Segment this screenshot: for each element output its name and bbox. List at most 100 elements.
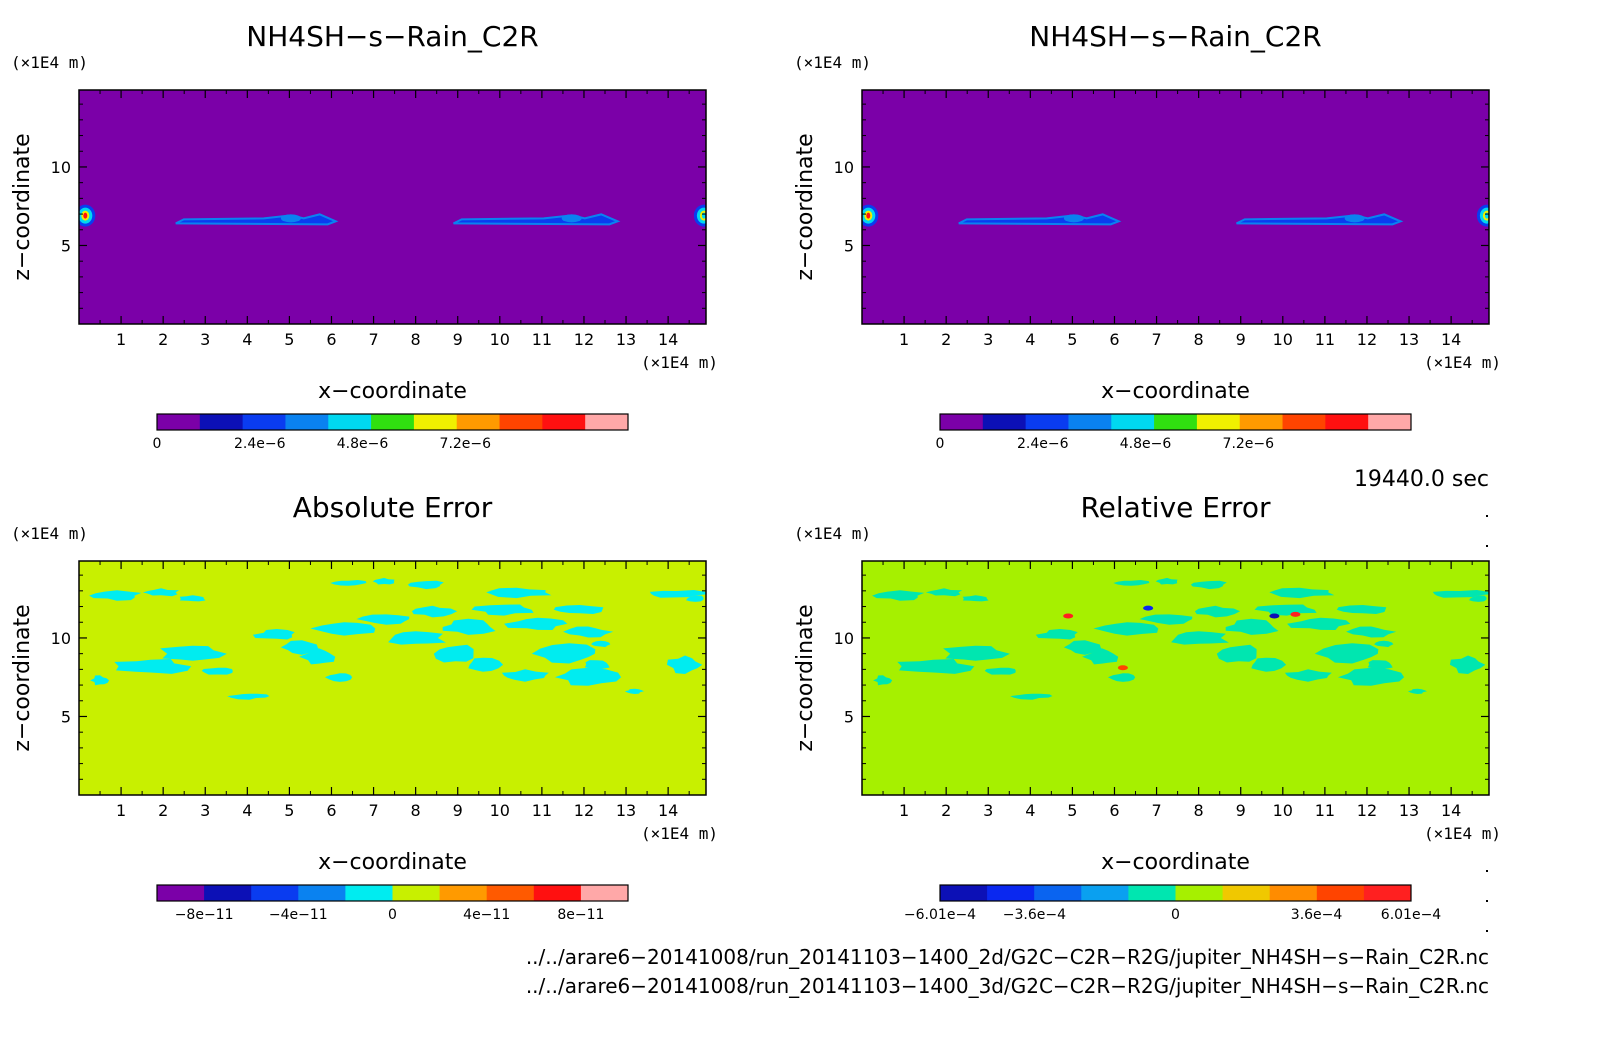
colorbar-segment	[1316, 885, 1365, 901]
error-spot-2	[1269, 613, 1280, 619]
colorbar-segment	[413, 414, 458, 430]
colorbar-frame	[156, 413, 629, 431]
plot-frame	[78, 560, 707, 796]
field-background	[862, 90, 1489, 324]
field-background	[79, 90, 706, 324]
x-tick-label: 3	[200, 801, 210, 820]
colorbar-segment	[940, 885, 988, 901]
colorbar-frame	[156, 884, 629, 902]
x-tick-label: 11	[532, 801, 552, 820]
colorbar-tick-label: 6.01e−4	[1381, 907, 1442, 923]
y-axis-label: z−coordinate	[10, 133, 35, 280]
colorbar-segment	[1239, 414, 1284, 430]
edge-dot	[1486, 900, 1488, 902]
colorbar-tick-label: −6.01e−4	[904, 907, 976, 923]
error-patch-14	[1171, 631, 1229, 645]
edge-dot	[1486, 545, 1488, 547]
error-spot-4	[1117, 665, 1128, 671]
colorbar-segment	[486, 885, 535, 901]
y-tick-label: 5	[61, 707, 71, 726]
colorbar-tick-label: 0	[936, 436, 945, 452]
colorbar-tick-label: 7.2e−6	[1223, 436, 1275, 452]
rain-blob-center-2	[866, 212, 871, 219]
x-tick-label: 2	[158, 330, 168, 349]
x-tick-label: 8	[411, 801, 421, 820]
x-tick-label: 7	[368, 330, 378, 349]
error-patch-29	[372, 577, 395, 585]
colorbar-tick-label: 2.4e−6	[234, 436, 286, 452]
x-tick-label: 2	[941, 330, 951, 349]
colorbar-segment	[371, 414, 415, 430]
colorbar-segment	[1325, 414, 1369, 430]
colorbar-segment	[1068, 414, 1112, 430]
colorbar-frame	[939, 413, 1412, 431]
x-tick-label: 5	[1067, 330, 1077, 349]
y-tick-label: 5	[844, 236, 854, 255]
error-spot-3	[1290, 611, 1301, 617]
colorbar-segment	[157, 414, 201, 430]
colorbar-segment	[1081, 885, 1129, 901]
colorbar-segment	[1282, 414, 1326, 430]
x-tick-label: 13	[1399, 330, 1419, 349]
colorbar-tick-label: 4.8e−6	[337, 436, 389, 452]
error-spot-1	[1143, 605, 1154, 611]
plot-area	[79, 90, 706, 324]
error-patch-28	[330, 580, 367, 586]
colorbar-tick-label: −4e−11	[269, 907, 328, 923]
x-tick-label: 14	[658, 330, 678, 349]
x-unit-label: (×1E4 m)	[641, 824, 718, 843]
colorbar-frame	[939, 884, 1412, 902]
colorbar-segment	[585, 414, 629, 430]
error-patch-17	[1254, 604, 1317, 616]
x-tick-label: 7	[1151, 330, 1161, 349]
error-patch-6	[227, 693, 270, 700]
colorbar-segment	[499, 414, 543, 430]
error-patch-23	[1284, 669, 1332, 682]
colorbar-tick-label: 7.2e−6	[440, 436, 492, 452]
error-patch-4	[160, 645, 227, 661]
panel-1: NH4SH−s−Rain_C2R(×1E4 m)1 2 3 4 5 6 7 8 9 10 11 12 1…	[10, 20, 718, 452]
x-tick-label: 3	[200, 330, 210, 349]
error-patch-16	[442, 618, 496, 635]
error-patch-7	[873, 675, 893, 686]
colorbar-tick-label: 0	[1171, 907, 1180, 923]
x-tick-label: 8	[411, 330, 421, 349]
x-tick-label: 5	[1067, 801, 1077, 820]
colorbar-segment	[1034, 885, 1082, 901]
edge-dot	[1486, 870, 1488, 872]
error-patch-23	[501, 669, 549, 682]
error-patch-8	[1035, 629, 1078, 640]
x-tick-label: 5	[284, 801, 294, 820]
plot-frame	[861, 560, 1490, 796]
colorbar-segment	[298, 885, 346, 901]
colorbar-segment	[1154, 414, 1198, 430]
error-patch-33	[1469, 595, 1487, 602]
panel-title: NH4SH−s−Rain_C2R	[246, 20, 539, 53]
error-patch-22	[1251, 657, 1287, 672]
y-axis-label: z−coordinate	[793, 604, 818, 751]
x-tick-label: 3	[983, 330, 993, 349]
colorbar-segment	[242, 414, 286, 430]
error-patch-35	[624, 688, 644, 694]
colorbar-segment	[1363, 885, 1412, 901]
x-tick-label: 11	[1315, 801, 1335, 820]
colorbar-tick-label: 4e−11	[463, 907, 510, 923]
error-patch-4	[943, 645, 1010, 661]
error-patch-0	[89, 590, 142, 601]
colorbar-segment	[940, 414, 984, 430]
error-patch-35	[1407, 688, 1427, 694]
x-tick-label: 8	[1194, 801, 1204, 820]
error-patch-30	[1190, 580, 1227, 590]
error-patch-28	[1113, 580, 1150, 586]
error-patch-17	[471, 604, 534, 616]
colorbar-segment	[456, 414, 501, 430]
error-patch-11	[1107, 673, 1136, 682]
panel-title: Relative Error	[1080, 491, 1271, 524]
x-tick-label: 12	[574, 801, 594, 820]
colorbar-segment	[1111, 414, 1155, 430]
edge-dot	[1486, 930, 1488, 932]
colorbar-tick-label: 2.4e−6	[1017, 436, 1069, 452]
panel-3: Absolute Error(×1E4 m)1 2 3 4 5 6 7 8 9 10 11 12 13 1…	[10, 491, 718, 923]
panel-title: NH4SH−s−Rain_C2R	[1029, 20, 1322, 53]
error-patch-34	[1449, 655, 1486, 674]
